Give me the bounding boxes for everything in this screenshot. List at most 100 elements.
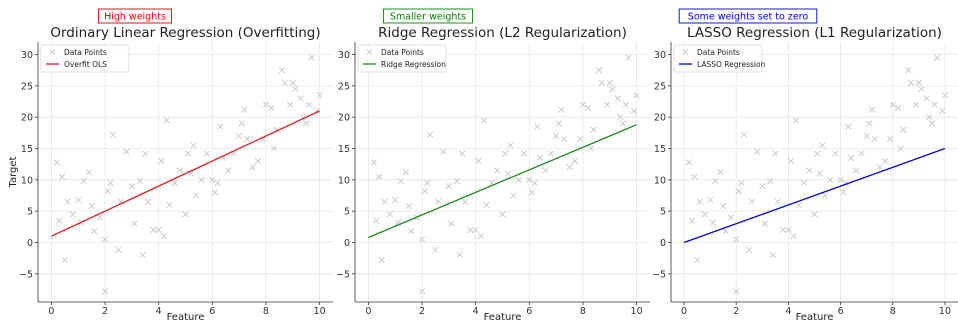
data-point [225,167,232,174]
panel-ols: 0 2 4 6 8 10 −5 0 5 10 15 20 25 30 Feature Target Ordina… [8,8,333,322]
data-point [254,157,262,165]
data-point [405,202,412,210]
data-point [590,126,597,133]
data-point [821,192,829,199]
data-point [190,142,197,149]
data-point [150,226,157,234]
data-point [733,236,740,243]
annotation-text: Some weights set to zero [688,12,809,23]
data-point [424,179,431,187]
data-point [378,256,385,264]
data-point [160,233,168,240]
data-point [881,157,889,165]
data-point [561,135,568,143]
data-point [166,201,173,209]
data-point [740,131,748,138]
data-point [787,157,795,165]
data-point [472,226,479,234]
data-point [840,189,847,196]
x-tick-label: 8 [580,306,586,317]
data-point [241,106,248,113]
y-tick-label: 10 [654,175,666,186]
data-point [897,145,904,152]
data-point [617,114,624,121]
x-tick-label: 6 [526,306,532,317]
data-point [526,176,533,183]
data-point [933,54,941,61]
annotation: Some weights set to zero [678,8,818,24]
grid [355,42,650,302]
x-axis-label: Feature [484,312,522,322]
x-axis-label: Feature [796,312,834,322]
data-point [185,150,192,157]
y-tick-label: 10 [338,175,350,186]
data-point [819,142,826,149]
data-point [748,198,756,205]
data-point [475,157,482,165]
data-point [80,177,87,185]
data-point [214,179,221,187]
data-point [746,246,753,254]
legend-marker-scatter [366,49,373,55]
data-point [418,288,426,295]
data-point [238,120,245,127]
y-tick-label: 0 [27,238,33,249]
legend: Data Points Overfit OLS [40,44,130,73]
data-point [887,135,894,143]
chart-title: Ordinary Linear Regression (Overfitting) [50,25,320,41]
data-point [606,79,613,86]
data-point [510,192,517,199]
data-point [176,167,184,174]
data-point [53,159,60,166]
annotation: Smaller weights [383,8,473,24]
data-point [211,189,219,196]
data-point [260,135,267,143]
data-point [876,164,883,171]
data-point [109,131,117,138]
data-point [480,117,487,124]
data-point [722,228,729,235]
data-point [858,150,865,157]
data-point [58,173,66,180]
data-point [558,106,565,113]
data-point [386,211,394,218]
x-tick-label: 2 [733,306,739,317]
data-point [375,173,383,180]
data-point [566,164,573,171]
data-point [131,220,138,227]
data-point [217,123,224,130]
data-point [552,132,560,140]
data-point [408,228,415,235]
data-point [75,196,82,204]
data-point [268,104,275,111]
data-point [609,85,616,93]
x-tick-label: 2 [102,306,108,317]
data-point [499,211,506,218]
data-point [688,217,696,224]
y-tick-label: 15 [21,144,33,155]
data-point [270,145,278,152]
data-point [262,101,270,108]
data-point [939,107,946,115]
data-point [117,198,125,205]
data-point [461,198,469,205]
data-point [163,117,170,124]
data-point [171,179,178,187]
chart-title: Ridge Regression (L2 Regularization) [378,25,627,41]
data-point [907,79,915,86]
data-point [456,251,463,259]
data-point [941,92,949,99]
data-point [88,202,95,210]
data-point [816,170,823,177]
data-point [915,79,923,86]
legend-label-line: Ridge Regression [381,60,446,69]
data-point [717,169,724,176]
data-point [706,196,714,204]
annotation-text: Smaller weights [390,12,466,23]
data-point [923,95,930,102]
legend-box [673,44,763,73]
data-point [686,159,693,166]
scatter-series [686,54,949,295]
data-point [847,154,855,162]
data-point [536,154,544,162]
